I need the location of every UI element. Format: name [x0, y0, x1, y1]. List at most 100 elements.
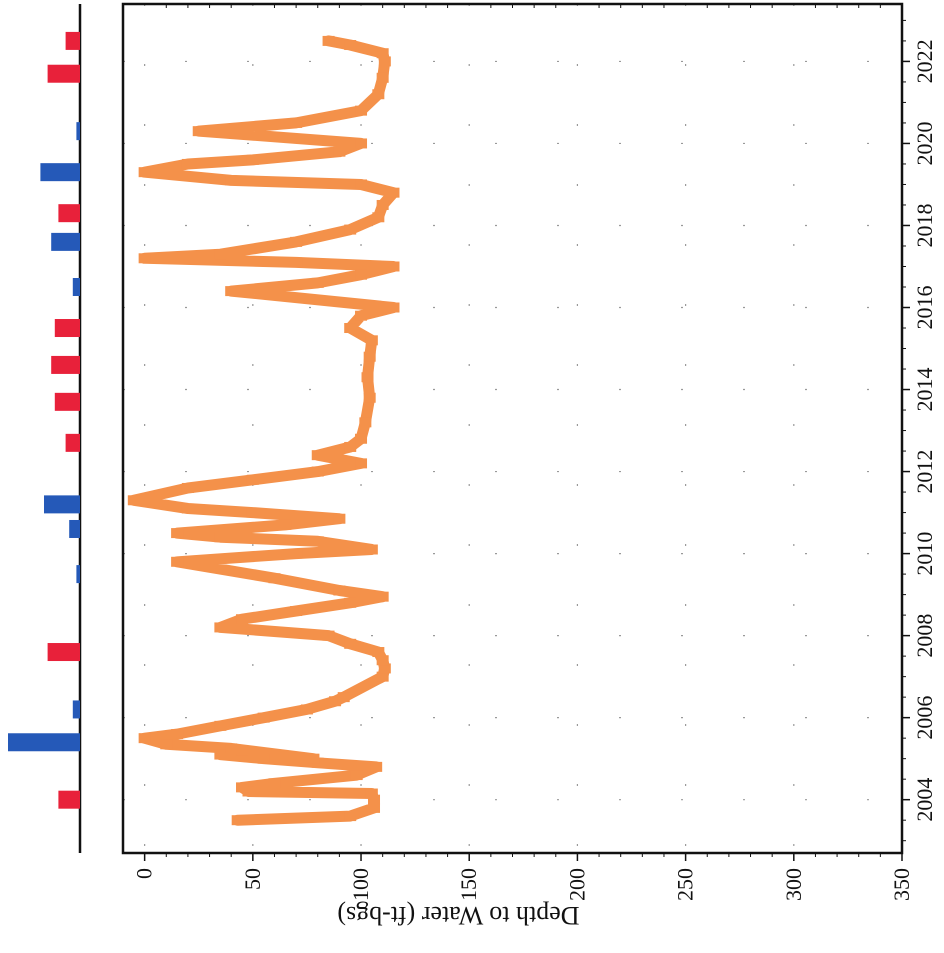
depth-data-point — [171, 729, 184, 740]
depth-data-point — [225, 175, 238, 186]
y-tick-label: 2008 — [912, 614, 937, 658]
y-tick-label: 2022 — [912, 39, 937, 83]
bar — [58, 204, 80, 223]
depth-series-line — [128, 35, 399, 826]
depth-data-point — [355, 433, 368, 444]
depth-data-point — [322, 630, 335, 641]
depth-data-point — [344, 323, 357, 334]
depth-data-point — [378, 663, 391, 674]
x-tick-label: 100 — [348, 868, 373, 901]
depth-data-point — [268, 573, 281, 584]
bar — [69, 519, 80, 538]
y-tick-label: 2016 — [912, 286, 937, 330]
depth-data-point — [311, 466, 324, 477]
bar — [65, 31, 80, 50]
x-tick-label: 250 — [673, 868, 698, 901]
y-tick-label: 2006 — [912, 696, 937, 740]
depth-data-point — [160, 739, 173, 750]
depth-data-point — [311, 536, 324, 547]
depth-data-point — [344, 224, 357, 235]
depth-data-point — [344, 597, 357, 608]
depth-data-point — [370, 761, 383, 772]
depth-data-point — [365, 335, 378, 346]
depth-data-point — [368, 802, 381, 813]
depth-data-point — [257, 753, 270, 764]
bar-panel — [8, 4, 82, 853]
depth-data-point — [355, 105, 368, 116]
depth-data-point — [363, 392, 376, 403]
bar — [47, 643, 80, 662]
depth-data-point — [355, 179, 368, 190]
bar — [76, 565, 80, 584]
bar — [40, 163, 80, 182]
depth-data-point — [214, 749, 227, 760]
depth-data-point — [181, 503, 194, 514]
depth-data-point — [246, 474, 259, 485]
depth-data-point — [138, 733, 151, 744]
bar — [44, 495, 80, 514]
depth-data-point — [225, 286, 238, 297]
depth-data-point — [138, 253, 151, 264]
depth-data-point — [368, 794, 381, 805]
depth-data-point — [337, 692, 350, 703]
depth-data-point — [344, 638, 357, 649]
x-tick-label: 200 — [564, 868, 589, 901]
bar — [47, 64, 80, 83]
depth-data-point — [359, 417, 372, 428]
y-tick-label: 2014 — [912, 368, 937, 412]
depth-data-point — [225, 743, 238, 754]
y-tick-label: 2018 — [912, 203, 937, 247]
depth-data-point — [376, 655, 389, 666]
y-tick-label: 2010 — [912, 532, 937, 576]
depth-data-point — [333, 585, 346, 596]
x-axis-title: Depth to Water (ft-bgs) — [337, 901, 579, 930]
depth-data-point — [387, 187, 400, 198]
depth-data-point — [214, 720, 227, 731]
bar — [65, 433, 80, 452]
depth-data-point — [344, 811, 357, 822]
depth-data-point — [355, 138, 368, 149]
x-tick-label: 350 — [889, 868, 914, 901]
depth-data-point — [376, 591, 389, 602]
depth-data-point — [350, 770, 363, 781]
tick-labels: 0 50 100 150 200 250 300 350 2004 2006 2008 2010 201… — [132, 39, 937, 901]
depth-data-point — [236, 614, 249, 625]
depth-data-point — [307, 753, 320, 764]
depth-data-point — [363, 351, 376, 362]
depth-data-point — [387, 302, 400, 313]
depth-data-point — [376, 72, 389, 83]
depth-data-point — [376, 671, 389, 682]
bar — [8, 733, 80, 752]
depth-data-point — [181, 482, 194, 493]
depth-data-point — [246, 507, 259, 518]
bar — [51, 232, 80, 251]
depth-data-point — [376, 48, 389, 59]
bar — [54, 319, 80, 338]
depth-data-point — [333, 513, 346, 524]
depth-data-point — [171, 556, 184, 567]
depth-data-point — [372, 89, 385, 100]
y-tick-label: 2020 — [912, 121, 937, 165]
depth-data-point — [268, 778, 281, 789]
bar — [72, 700, 80, 719]
depth-data-point — [181, 158, 194, 169]
depth-data-point — [344, 40, 357, 51]
depth-data-point — [231, 815, 244, 826]
depth-data-point — [214, 249, 227, 260]
depth-chart-panel: 0 50 100 150 200 250 300 350 2004 2006 2008 2010 201… — [121, 2, 937, 930]
depth-data-point — [236, 745, 249, 756]
x-tick-label: 150 — [456, 868, 481, 901]
depth-data-point — [171, 528, 184, 539]
depth-data-point — [236, 782, 249, 793]
bar — [58, 790, 80, 809]
depth-data-point — [290, 236, 303, 247]
depth-data-point — [246, 154, 259, 165]
series-layer — [127, 35, 400, 826]
bar — [54, 392, 80, 411]
bar — [72, 278, 80, 296]
depth-data-point — [387, 261, 400, 272]
depth-data-point — [365, 788, 378, 799]
depth-data-point — [355, 269, 368, 280]
x-tick-label: 50 — [240, 868, 265, 890]
depth-data-point — [290, 548, 303, 559]
